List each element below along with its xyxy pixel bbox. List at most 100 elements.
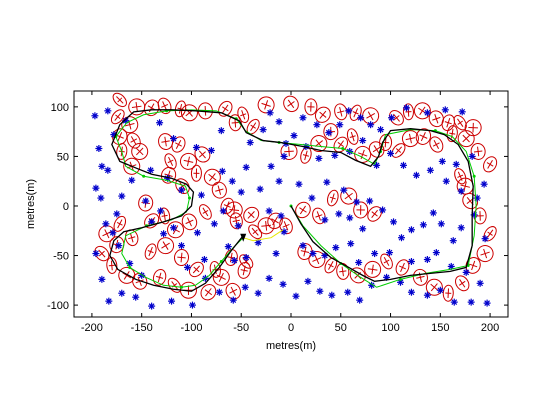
ellipse-cross-v bbox=[98, 249, 106, 258]
landmark-point bbox=[346, 214, 354, 222]
ellipse-cross-v bbox=[217, 185, 222, 195]
x-tick-label: 0 bbox=[288, 322, 294, 334]
uncertainty-ellipse bbox=[312, 207, 326, 225]
y-tick-label: 100 bbox=[51, 102, 69, 114]
landmark-stroke bbox=[310, 250, 316, 257]
landmark-stroke bbox=[157, 208, 164, 214]
ellipse-outline bbox=[326, 189, 339, 207]
landmark-point bbox=[178, 242, 186, 250]
landmark-point bbox=[228, 177, 236, 185]
landmark-point bbox=[277, 212, 285, 220]
landmark-stroke bbox=[109, 229, 116, 236]
uncertainty-ellipse bbox=[237, 261, 251, 279]
landmark-point bbox=[246, 139, 254, 147]
ellipse-cross-v bbox=[186, 217, 192, 227]
landmark-point bbox=[353, 198, 361, 206]
uncertainty-ellipse bbox=[173, 249, 190, 267]
landmark-point bbox=[450, 298, 458, 306]
ellipse-cross-v bbox=[241, 110, 246, 120]
ellipse-outline bbox=[455, 275, 470, 292]
landmark-stroke bbox=[321, 216, 328, 223]
landmark-point bbox=[476, 279, 484, 287]
ellipse-outline bbox=[123, 157, 141, 175]
landmark-stroke bbox=[257, 186, 264, 193]
landmark-point bbox=[480, 180, 488, 188]
uncertainty-ellipse bbox=[464, 119, 482, 137]
landmark-stroke bbox=[193, 144, 200, 151]
ellipse-cross-v bbox=[116, 96, 124, 104]
ellipse-outline bbox=[144, 243, 157, 260]
ellipse-outline bbox=[167, 221, 185, 239]
uncertainty-ellipse bbox=[126, 132, 141, 149]
ellipse-cross-v bbox=[288, 146, 290, 157]
landmark-stroke bbox=[110, 131, 117, 138]
x-tick-label: 150 bbox=[431, 322, 449, 334]
ellipse-cross-v bbox=[419, 106, 426, 116]
landmark-stroke bbox=[93, 250, 99, 257]
ellipse-cross-v bbox=[337, 140, 344, 149]
ellipse-outline bbox=[113, 215, 127, 232]
uncertainty-ellipse bbox=[346, 128, 359, 145]
ellipse-outline bbox=[243, 206, 260, 223]
landmark-stroke bbox=[388, 114, 395, 121]
landmark-point bbox=[102, 220, 110, 228]
landmark-point bbox=[437, 220, 445, 228]
landmark-point bbox=[218, 167, 226, 175]
landmark-stroke bbox=[383, 274, 390, 281]
landmark-point bbox=[178, 186, 186, 194]
ellipse-cross-v bbox=[209, 173, 216, 182]
landmark-stroke bbox=[113, 211, 120, 217]
ellipse-cross-v bbox=[130, 136, 137, 145]
landmark-stroke bbox=[463, 269, 470, 276]
ellipse-outline bbox=[132, 272, 148, 290]
landmark-point bbox=[170, 135, 178, 143]
landmark-stroke bbox=[247, 139, 254, 146]
uncertainty-ellipse bbox=[391, 143, 406, 158]
x-tick-label: 200 bbox=[481, 322, 499, 334]
ellipse-outline bbox=[94, 245, 110, 262]
landmark-point bbox=[308, 194, 316, 202]
ellipse-outline bbox=[152, 268, 167, 286]
ellipse-cross-v bbox=[272, 216, 278, 226]
ellipse-cross-v bbox=[303, 246, 307, 257]
landmark-point bbox=[217, 127, 225, 135]
landmark-stroke bbox=[96, 145, 102, 152]
ellipse-outline bbox=[457, 130, 475, 148]
landmark-point bbox=[207, 146, 215, 154]
landmark-stroke bbox=[219, 168, 226, 175]
landmark-stroke bbox=[377, 126, 384, 133]
landmark-stroke bbox=[408, 289, 415, 296]
landmark-stroke bbox=[267, 109, 273, 116]
landmark-stroke bbox=[430, 210, 437, 216]
landmark-point bbox=[272, 250, 280, 258]
landmark-stroke bbox=[368, 282, 375, 289]
landmark-point bbox=[113, 210, 121, 218]
landmark-point bbox=[397, 234, 405, 242]
ellipse-outline bbox=[453, 115, 467, 131]
ellipse-cross-v bbox=[250, 122, 257, 131]
landmark-stroke bbox=[142, 198, 149, 204]
ellipse-outline bbox=[346, 128, 359, 145]
ellipse-outline bbox=[198, 204, 212, 220]
landmark-point bbox=[92, 184, 100, 192]
ellipse-cross-v bbox=[162, 101, 167, 111]
landmark-stroke bbox=[316, 288, 323, 295]
ellipse-cross-v bbox=[446, 117, 451, 128]
landmark-stroke bbox=[433, 249, 440, 256]
x-tick-label: -100 bbox=[180, 322, 202, 334]
landmark-stroke bbox=[118, 193, 125, 199]
landmark-stroke bbox=[328, 292, 335, 299]
uncertainty-ellipse bbox=[412, 268, 428, 286]
ellipse-cross-v bbox=[462, 134, 470, 143]
ellipse-cross-v bbox=[192, 265, 201, 274]
ellipse-outline bbox=[257, 217, 275, 235]
ellipse-outline bbox=[367, 206, 382, 222]
landmark-point bbox=[377, 126, 385, 134]
landmark-point bbox=[241, 283, 249, 291]
ellipse-cross-v bbox=[205, 288, 212, 297]
ellipse-cross-v bbox=[304, 150, 308, 161]
landmark-point bbox=[147, 166, 155, 174]
landmark-point bbox=[399, 161, 407, 169]
landmark-point bbox=[407, 257, 415, 265]
landmark-point bbox=[299, 242, 307, 250]
